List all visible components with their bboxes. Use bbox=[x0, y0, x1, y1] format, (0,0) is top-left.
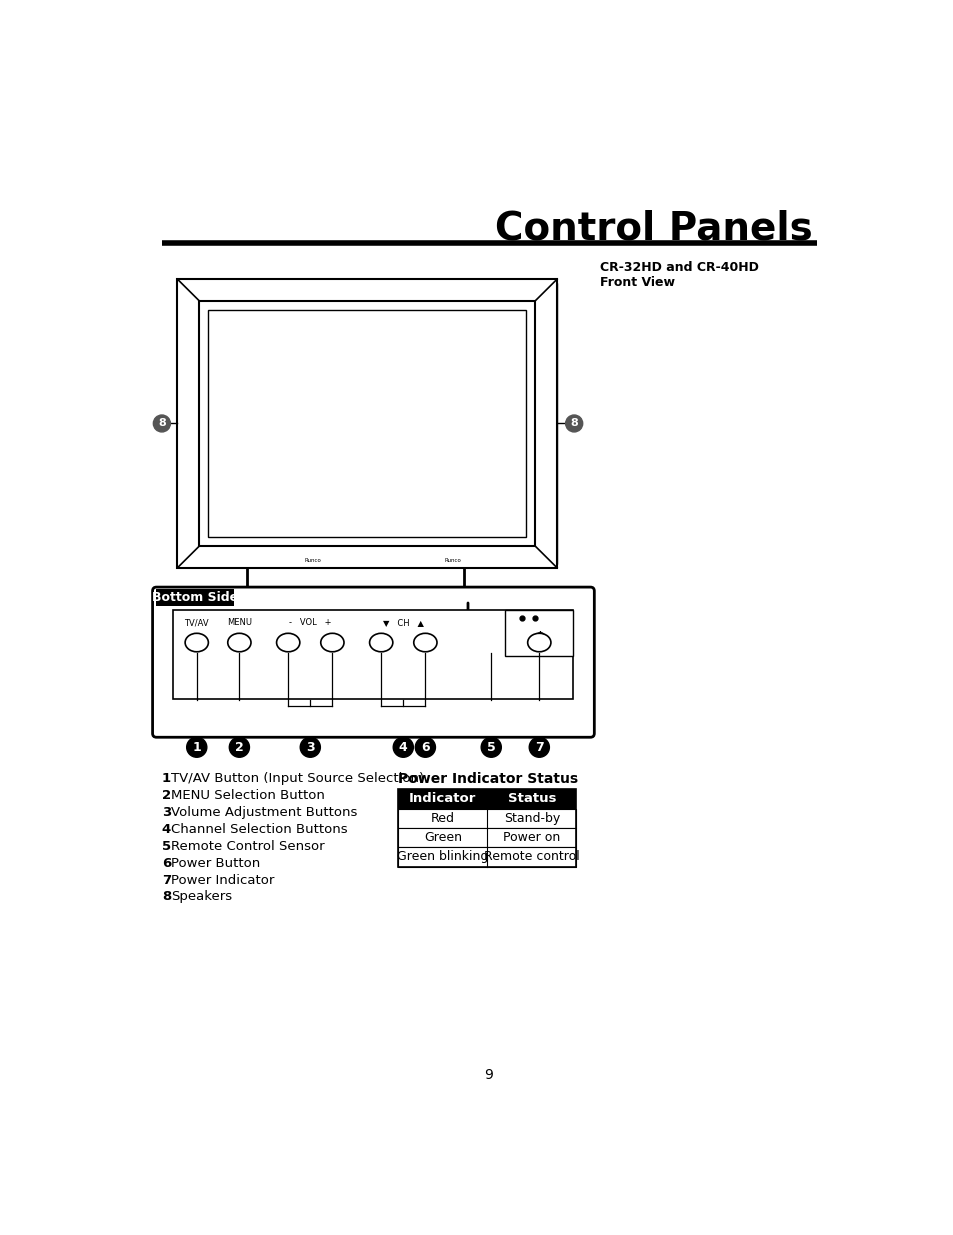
Text: 6: 6 bbox=[162, 857, 171, 869]
Text: -   VOL   +: - VOL + bbox=[289, 618, 332, 627]
Ellipse shape bbox=[320, 634, 344, 652]
Text: 8: 8 bbox=[158, 419, 166, 429]
Text: Power Button: Power Button bbox=[171, 857, 260, 869]
Text: 5: 5 bbox=[486, 741, 496, 753]
Text: CR-32HD and CR-40HD
Front View: CR-32HD and CR-40HD Front View bbox=[599, 262, 758, 289]
Text: Speakers: Speakers bbox=[171, 890, 233, 904]
Text: 8: 8 bbox=[162, 890, 171, 904]
Text: 4: 4 bbox=[162, 823, 171, 836]
Text: 3: 3 bbox=[162, 805, 171, 819]
Bar bbox=[397, 809, 576, 829]
Text: Stand-by: Stand-by bbox=[503, 811, 559, 825]
Bar bbox=[397, 829, 576, 847]
Text: Green: Green bbox=[423, 831, 461, 845]
Ellipse shape bbox=[369, 634, 393, 652]
Text: Channel Selection Buttons: Channel Selection Buttons bbox=[171, 823, 348, 836]
Bar bbox=[177, 279, 557, 568]
Bar bbox=[199, 300, 535, 546]
Ellipse shape bbox=[228, 634, 251, 652]
Bar bbox=[397, 789, 576, 809]
Text: TV/AV Button (Input Source Selection): TV/AV Button (Input Source Selection) bbox=[171, 772, 424, 785]
Text: Status: Status bbox=[507, 793, 556, 805]
Text: 2: 2 bbox=[234, 741, 244, 753]
Text: Red: Red bbox=[431, 811, 455, 825]
Text: Power Indicator: Power Indicator bbox=[171, 873, 274, 887]
Text: MENU: MENU bbox=[227, 618, 252, 627]
Text: Remote control: Remote control bbox=[483, 851, 579, 863]
Bar bbox=[397, 789, 576, 867]
Text: 4: 4 bbox=[398, 741, 407, 753]
Text: 2: 2 bbox=[162, 789, 171, 802]
Text: Control Panels: Control Panels bbox=[495, 210, 812, 248]
Text: Φ: Φ bbox=[534, 630, 544, 645]
Text: TV/AV: TV/AV bbox=[184, 618, 209, 627]
Text: 7: 7 bbox=[162, 873, 171, 887]
Circle shape bbox=[480, 737, 500, 757]
Text: 1: 1 bbox=[162, 772, 171, 785]
Ellipse shape bbox=[414, 634, 436, 652]
Text: 6: 6 bbox=[420, 741, 429, 753]
Circle shape bbox=[393, 737, 413, 757]
Text: Runco: Runco bbox=[304, 558, 321, 563]
Text: 9: 9 bbox=[484, 1067, 493, 1082]
Text: Green blinking: Green blinking bbox=[396, 851, 488, 863]
Text: Remote Control Sensor: Remote Control Sensor bbox=[171, 840, 324, 852]
Circle shape bbox=[187, 737, 207, 757]
Circle shape bbox=[529, 737, 549, 757]
Ellipse shape bbox=[527, 634, 550, 652]
Ellipse shape bbox=[185, 634, 208, 652]
Text: 7: 7 bbox=[535, 741, 543, 753]
Ellipse shape bbox=[276, 634, 299, 652]
Text: 5: 5 bbox=[162, 840, 171, 852]
Bar bbox=[177, 283, 194, 564]
Text: ▼   CH   ▲: ▼ CH ▲ bbox=[382, 618, 423, 627]
Bar bbox=[539, 283, 557, 564]
Bar bbox=[156, 589, 233, 605]
Text: 8: 8 bbox=[570, 419, 578, 429]
Bar bbox=[397, 847, 576, 867]
Circle shape bbox=[565, 415, 582, 432]
Text: Indicator: Indicator bbox=[409, 793, 476, 805]
Circle shape bbox=[300, 737, 320, 757]
Circle shape bbox=[229, 737, 249, 757]
Text: Power on: Power on bbox=[503, 831, 560, 845]
Bar bbox=[208, 310, 525, 537]
Text: Power Indicator Status: Power Indicator Status bbox=[397, 772, 578, 785]
Text: Runco: Runco bbox=[443, 558, 460, 563]
Text: 3: 3 bbox=[306, 741, 314, 753]
Bar bbox=[173, 610, 573, 699]
Text: Volume Adjustment Buttons: Volume Adjustment Buttons bbox=[171, 805, 357, 819]
Bar bbox=[505, 610, 573, 656]
Text: Bottom Side: Bottom Side bbox=[152, 592, 238, 604]
Circle shape bbox=[415, 737, 435, 757]
FancyBboxPatch shape bbox=[152, 587, 594, 737]
Circle shape bbox=[153, 415, 171, 432]
Text: 1: 1 bbox=[193, 741, 201, 753]
Text: MENU Selection Button: MENU Selection Button bbox=[171, 789, 325, 802]
